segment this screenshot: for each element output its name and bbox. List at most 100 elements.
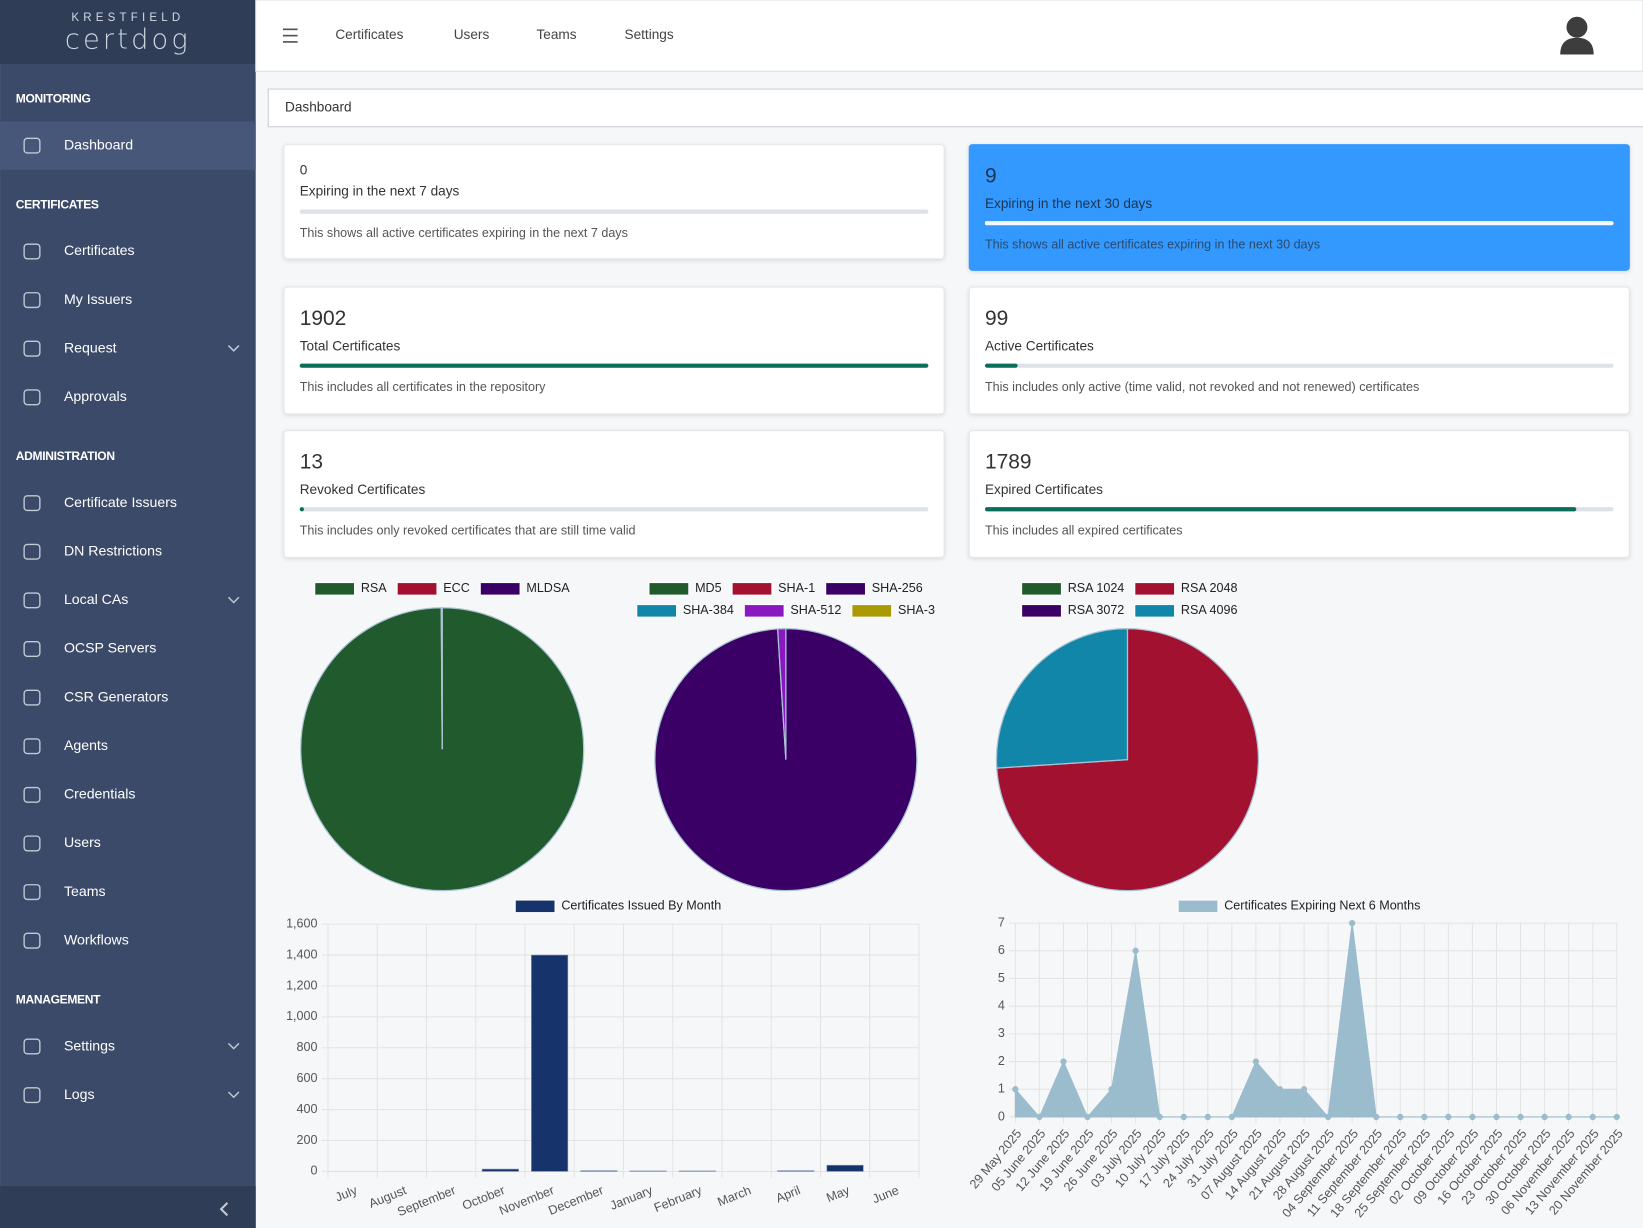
legend-swatch	[1134, 604, 1176, 618]
nav-link[interactable]: Teams	[537, 27, 577, 42]
sidebar-item[interactable]: Users	[64, 834, 101, 850]
stat-value: 9	[985, 165, 997, 188]
chevron	[227, 596, 240, 604]
legend-row: SHA-384 SHA-512 SHA-3	[636, 603, 935, 618]
point	[1613, 1113, 1620, 1121]
stat-card	[283, 430, 945, 558]
menu-icon[interactable]	[282, 28, 298, 43]
sidebar-item[interactable]: Local CAs	[64, 591, 128, 607]
sidebar-item[interactable]: Request	[64, 339, 117, 355]
sidebar-item[interactable]: Workflows	[64, 931, 129, 947]
item-icon	[23, 243, 41, 260]
chevron	[227, 1091, 240, 1099]
legend-swatch	[314, 582, 356, 596]
item-icon	[23, 340, 41, 357]
legend-label: RSA	[361, 581, 387, 595]
stat-card	[968, 430, 1630, 558]
y-tick-label: 1,400	[286, 947, 317, 961]
chevron	[227, 1042, 240, 1050]
sidebar-item[interactable]: My Issuers	[64, 291, 132, 307]
legend-swatch	[851, 604, 893, 618]
nav-link[interactable]: Settings	[625, 27, 674, 42]
sidebar-footer[interactable]	[0, 1186, 256, 1228]
legend-row: Certificates Expiring Next 6 Months	[1177, 899, 1420, 914]
point	[1036, 1113, 1043, 1121]
sidebar-item[interactable]: Settings	[64, 1037, 115, 1053]
stat-description: This includes only active (time valid, n…	[985, 380, 1419, 394]
legend-label: RSA 3072	[1068, 603, 1125, 617]
legend-label: SHA-512	[790, 603, 841, 617]
point	[1060, 1058, 1067, 1065]
item-icon	[23, 389, 41, 406]
sidebar-item[interactable]: Certificate Issuers	[64, 494, 177, 510]
legend-row: RSA 3072 RSA 4096	[1021, 603, 1237, 618]
point	[1493, 1113, 1500, 1121]
point	[1445, 1113, 1452, 1121]
point	[1565, 1113, 1572, 1121]
legend-swatch	[1177, 899, 1219, 914]
item-icon	[23, 932, 41, 949]
item-icon	[23, 1087, 41, 1104]
y-tick-label: 1,600	[286, 916, 317, 930]
item-icon	[23, 738, 41, 755]
item-icon	[23, 137, 41, 154]
sidebar-item[interactable]: Teams	[64, 883, 106, 899]
stat-label: Expiring in the next 30 days	[985, 196, 1152, 211]
point	[1084, 1113, 1091, 1121]
stat-label: Total Certificates	[300, 338, 401, 353]
sidebar-item[interactable]: Agents	[64, 737, 108, 753]
bar	[777, 1170, 815, 1172]
section-title: MONITORING	[16, 92, 91, 106]
point	[1541, 1113, 1548, 1121]
legend-label: RSA 2048	[1181, 581, 1238, 595]
top-bar	[255, 0, 1643, 72]
sidebar-item[interactable]: Logs	[64, 1086, 95, 1102]
point	[1348, 919, 1356, 927]
legend-swatch	[479, 582, 521, 596]
legend-swatch	[731, 582, 773, 596]
point	[1421, 1113, 1428, 1121]
brand-bar	[0, 0, 256, 64]
sidebar-item[interactable]: DN Restrictions	[64, 542, 162, 558]
legend-label: Certificates Expiring Next 6 Months	[1224, 899, 1420, 913]
stat-label: Revoked Certificates	[300, 482, 426, 497]
breadcrumb: Dashboard	[285, 100, 352, 115]
item-icon	[23, 835, 41, 852]
legend-label: ECC	[443, 581, 470, 595]
sidebar-item[interactable]: Dashboard	[64, 136, 133, 152]
sidebar-item[interactable]: Certificates	[64, 242, 135, 258]
sidebar-item[interactable]: Credentials	[64, 786, 135, 802]
collapse-icon[interactable]	[219, 1202, 229, 1217]
progress-fill	[984, 221, 988, 226]
item-icon	[23, 884, 41, 901]
legend-label: SHA-384	[683, 603, 734, 617]
section-title: MANAGEMENT	[16, 993, 101, 1007]
bar	[481, 1168, 519, 1172]
y-tick-label: 3	[998, 1026, 1005, 1040]
nav-link[interactable]: Users	[454, 27, 490, 42]
sidebar-item[interactable]: CSR Generators	[64, 688, 168, 704]
sidebar-item[interactable]: OCSP Servers	[64, 640, 156, 656]
stat-value: 1902	[300, 307, 347, 330]
y-tick-label: 800	[297, 1040, 318, 1054]
point	[1180, 1113, 1187, 1121]
progress-fill	[984, 363, 1018, 368]
nav-link[interactable]: Certificates	[335, 27, 403, 42]
avatar[interactable]	[1560, 16, 1594, 55]
progress-fill	[984, 507, 1577, 512]
legend-label: SHA-3	[898, 603, 935, 617]
sidebar-item[interactable]: Approvals	[64, 388, 127, 404]
point	[1228, 1113, 1235, 1121]
stat-value: 1789	[985, 451, 1032, 474]
pie-slice	[995, 628, 1129, 769]
legend-label: MLDSA	[526, 581, 570, 595]
y-tick-label: 2	[998, 1054, 1005, 1068]
stat-label: Expiring in the next 7 days	[300, 183, 460, 198]
legend-row: RSA ECC MLDSA	[314, 581, 570, 596]
y-tick-label: 1,000	[286, 1009, 317, 1023]
stat-description: This shows all active certificates expir…	[300, 226, 628, 240]
legend-row: Certificates Issued By Month	[514, 899, 721, 914]
item-icon	[23, 292, 41, 309]
point	[1012, 1086, 1019, 1093]
